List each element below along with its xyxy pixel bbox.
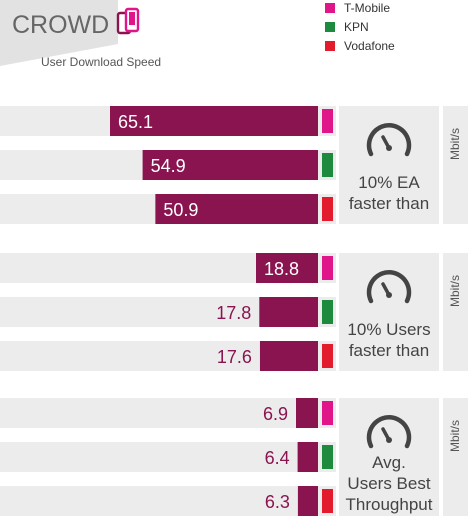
operator-marker	[322, 401, 333, 425]
unit-label: Mbit/s	[448, 128, 462, 160]
bar-value-label: 6.3	[265, 492, 290, 512]
bar-value-label: 17.8	[216, 303, 251, 323]
bar-track	[0, 442, 336, 472]
bar	[297, 442, 318, 472]
legend-swatch	[325, 41, 335, 51]
legend-label: KPN	[344, 20, 369, 34]
operator-marker	[322, 344, 333, 368]
operator-marker	[322, 300, 333, 324]
chart-subtitle: User Download Speed	[41, 55, 161, 69]
bar	[259, 297, 318, 327]
bar	[296, 398, 318, 428]
header-brand-panel-tail	[0, 44, 118, 66]
operator-marker	[322, 489, 333, 513]
bar-value-label: 6.9	[263, 404, 288, 424]
group-label: faster than	[349, 194, 429, 213]
operator-marker	[322, 256, 333, 280]
speedometer-icon	[366, 415, 412, 449]
bar-track	[0, 486, 336, 516]
speedometer-icon	[366, 270, 412, 304]
bar-value-label: 50.9	[163, 200, 198, 220]
legend: T-Mobile KPN Vodafone	[325, 1, 395, 53]
bar	[110, 106, 318, 136]
legend-swatch	[325, 3, 335, 13]
unit-label: Mbit/s	[448, 420, 462, 452]
unit-panel	[443, 253, 468, 371]
bar-value-label: 18.8	[264, 259, 299, 279]
bar-track	[0, 398, 336, 428]
legend-swatch	[325, 22, 335, 32]
group-label: Users Best	[347, 474, 430, 493]
unit-panel	[443, 398, 468, 516]
unit-label: Mbit/s	[448, 275, 462, 307]
phones-icon	[116, 7, 140, 35]
bar	[259, 341, 318, 371]
bar-value-label: 54.9	[151, 156, 186, 176]
bar-group: 65.1 54.9 50.9 10% EA faster than Mbit/s	[0, 106, 468, 224]
operator-marker	[322, 445, 333, 469]
operator-marker	[322, 197, 333, 221]
header: CROWD User Download Speed	[0, 0, 161, 69]
legend-label: T-Mobile	[344, 1, 390, 15]
bar	[155, 194, 318, 224]
group-label: 10% Users	[347, 320, 430, 339]
group-label: faster than	[349, 341, 429, 360]
speedometer-icon	[366, 123, 412, 157]
bar-value-label: 17.6	[217, 347, 252, 367]
operator-marker	[322, 109, 333, 133]
legend-label: Vodafone	[344, 39, 395, 53]
header-brand-panel	[0, 0, 118, 44]
group-label: Throughput	[346, 495, 433, 514]
bar-group: 18.8 17.8 17.6 10% Users faster than Mbit/s	[0, 253, 468, 371]
bar-value-label: 6.4	[265, 448, 290, 468]
group-label: Avg.	[372, 453, 406, 472]
unit-panel	[443, 106, 468, 224]
group-label: 10% EA	[358, 173, 420, 192]
bar	[297, 486, 318, 516]
bar-value-label: 65.1	[118, 112, 153, 132]
operator-marker	[322, 153, 333, 177]
bar-group: 6.9 6.4 6.3 Avg. Users Best Throughput Mbit/s	[0, 398, 468, 516]
brand-title: CROWD	[12, 11, 109, 39]
bar	[142, 150, 318, 180]
bar	[256, 253, 318, 283]
